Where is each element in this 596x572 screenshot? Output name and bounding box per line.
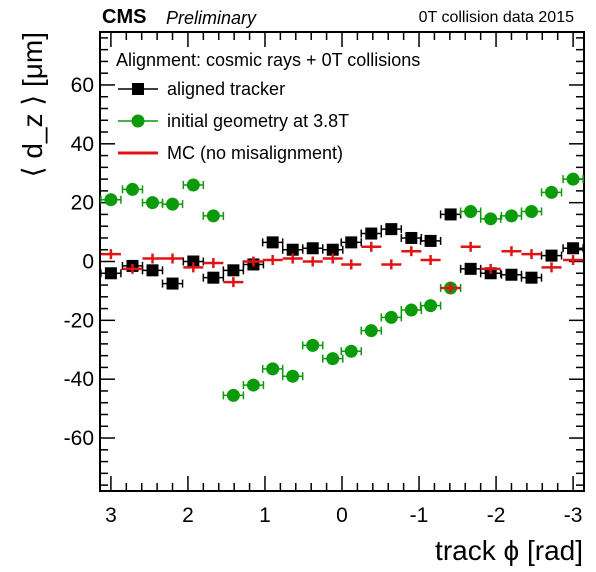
data-point-square	[424, 234, 437, 247]
data-point-circle	[186, 178, 200, 192]
data-point-circle	[125, 182, 139, 196]
x-tick-label: 0	[336, 504, 348, 527]
data-point-circle	[166, 197, 180, 211]
data-point-square	[545, 249, 558, 262]
legend-label: MC (no misalignment)	[167, 143, 343, 163]
data-point-square	[286, 243, 299, 256]
data-point-square	[444, 208, 457, 221]
data-point-square	[464, 262, 477, 275]
data-point-circle	[306, 338, 320, 352]
dataset-label: 0T collision data 2015	[418, 9, 574, 26]
data-point-circle	[404, 303, 418, 317]
data-point-square	[187, 255, 200, 268]
data-point-circle	[566, 172, 580, 186]
data-point-square	[365, 227, 378, 240]
data-series	[100, 172, 584, 402]
axis-labels: track ϕ [rad] ⟨ d_z ⟩ [μm]	[17, 32, 583, 566]
data-point-square	[132, 83, 144, 95]
data-point-square	[207, 271, 220, 284]
data-point-circle	[226, 388, 240, 402]
legend-label: initial geometry at 3.8T	[167, 111, 349, 131]
data-point-square	[405, 231, 418, 244]
x-tick-label: -3	[564, 504, 583, 527]
data-point-square	[326, 243, 339, 256]
data-point-square	[266, 236, 279, 249]
y-tick-label: -60	[64, 427, 94, 450]
data-point-circle	[464, 204, 478, 218]
data-point-circle	[545, 185, 559, 199]
legend-header: Alignment: cosmic rays + 0T collisions	[116, 50, 420, 70]
data-point-circle	[104, 193, 118, 207]
legend-label: aligned tracker	[167, 79, 285, 99]
series-2	[100, 241, 584, 293]
x-tick-label: 1	[259, 504, 271, 527]
y-tick-label: 60	[71, 74, 94, 97]
legend-entry: MC (no misalignment)	[118, 143, 343, 163]
y-axis-title: ⟨ d_z ⟩ [μm]	[17, 32, 48, 177]
y-tick-label: -40	[64, 368, 94, 391]
data-point-square	[385, 223, 398, 236]
data-point-circle	[131, 114, 145, 128]
data-point-circle	[384, 310, 398, 324]
legend: Alignment: cosmic rays + 0T collisions al…	[116, 50, 420, 163]
status-label: Preliminary	[166, 8, 257, 28]
data-point-circle	[266, 362, 280, 376]
data-point-circle	[146, 196, 160, 210]
data-point-square	[227, 264, 240, 277]
data-point-circle	[206, 209, 220, 223]
experiment-label: CMS	[102, 6, 147, 28]
y-tick-label: 40	[71, 133, 94, 156]
y-tick-label: 0	[82, 251, 94, 274]
x-axis-title: track ϕ [rad]	[435, 535, 583, 566]
data-point-square	[166, 277, 179, 290]
data-point-circle	[326, 352, 340, 366]
data-point-square	[146, 264, 159, 277]
x-tick-label: 3	[105, 504, 117, 527]
series-1	[100, 172, 584, 402]
data-point-square	[505, 268, 518, 281]
legend-entry: initial geometry at 3.8T	[118, 111, 349, 131]
data-point-circle	[344, 344, 358, 358]
y-tick-label: 20	[71, 192, 94, 215]
legend-entry: aligned tracker	[118, 79, 285, 99]
data-point-circle	[364, 324, 378, 338]
data-point-circle	[246, 378, 260, 392]
x-tick-label: -2	[487, 504, 506, 527]
data-point-circle	[484, 212, 498, 226]
y-tick-label: -20	[64, 309, 94, 332]
data-point-square	[306, 242, 319, 255]
data-point-square	[525, 271, 538, 284]
x-tick-label: 2	[182, 504, 194, 527]
data-point-square	[567, 242, 580, 255]
x-tick-label: -1	[410, 504, 429, 527]
data-point-circle	[504, 209, 518, 223]
data-point-square	[345, 236, 358, 249]
data-point-circle	[286, 369, 300, 383]
data-point-square	[104, 267, 117, 280]
data-point-circle	[524, 204, 538, 218]
data-point-circle	[424, 299, 438, 313]
